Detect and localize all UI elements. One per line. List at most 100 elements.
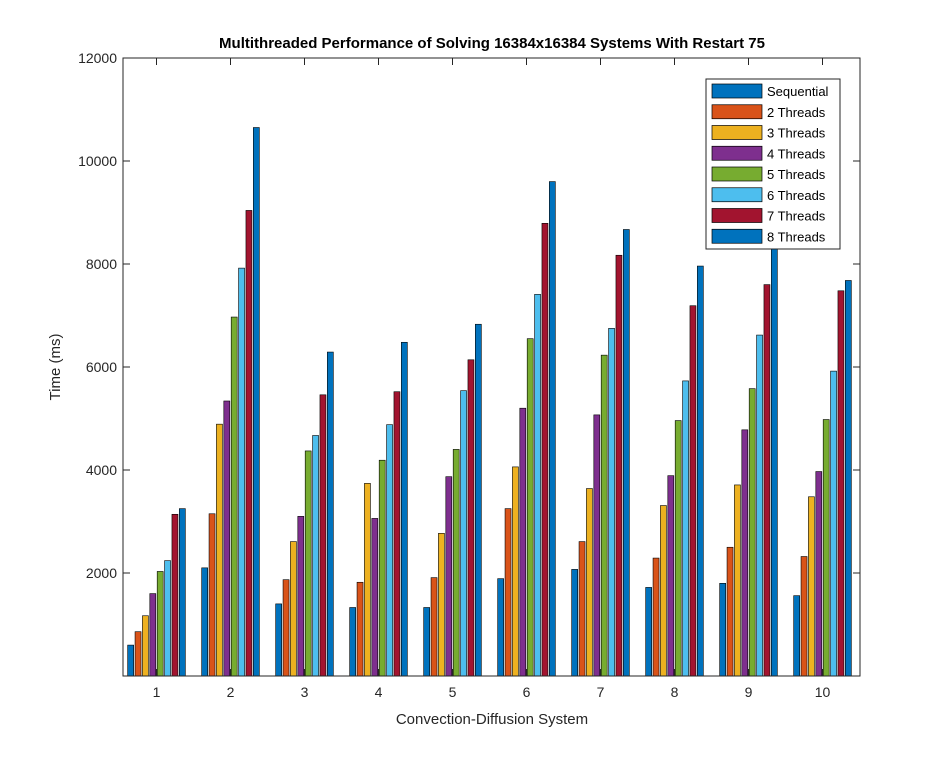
bar (667, 475, 675, 677)
bar (297, 516, 305, 677)
x-tick-label: 3 (301, 684, 309, 700)
legend-swatch (711, 125, 763, 140)
bar (756, 334, 763, 677)
bar (674, 420, 682, 677)
bar (356, 581, 364, 677)
bar (800, 556, 808, 677)
bar (571, 569, 578, 677)
bar (719, 582, 726, 677)
bar (208, 513, 216, 677)
bar (452, 449, 460, 677)
y-axis-label: Time (ms) (47, 334, 64, 401)
x-tick-label: 2 (227, 684, 235, 700)
bar (142, 615, 149, 677)
bar (378, 459, 386, 677)
bar (475, 323, 482, 677)
legend-swatch (711, 166, 763, 182)
bar (216, 423, 223, 677)
x-tick-label: 8 (671, 684, 679, 700)
x-tick-label: 6 (523, 684, 531, 700)
legend-swatch (711, 187, 763, 203)
bar (290, 541, 297, 677)
bar (423, 607, 430, 677)
bar (837, 290, 845, 677)
legend-swatch (711, 208, 763, 223)
bar (578, 541, 586, 677)
bar (319, 394, 327, 677)
legend-swatch (711, 104, 763, 120)
bar (467, 359, 475, 677)
x-tick-label: 4 (375, 684, 383, 700)
y-tick-label: 6000 (86, 359, 117, 375)
legend: Sequential 2 Threads 3 Threads 4 Threads 5 T… (705, 78, 841, 250)
bar (541, 223, 549, 677)
bar (734, 484, 741, 677)
bar (512, 466, 519, 677)
bar (763, 284, 771, 677)
bar (445, 476, 453, 677)
legend-label: 8 Threads (767, 229, 826, 244)
bar (201, 567, 208, 677)
bar (275, 603, 282, 677)
y-tick-label: 2000 (86, 565, 117, 581)
legend-swatch (711, 83, 763, 99)
legend-label: 5 Threads (767, 167, 826, 182)
legend-label: 4 Threads (767, 146, 826, 161)
bar (497, 578, 504, 677)
bar (312, 435, 319, 677)
chart-title: Multithreaded Performance of Solving 163… (219, 35, 765, 52)
bar (364, 483, 371, 677)
y-tick-label: 12000 (78, 50, 117, 66)
bar (726, 546, 734, 677)
legend-label: Sequential (767, 84, 829, 99)
bar (615, 254, 623, 677)
bar (815, 471, 823, 677)
legend-label: 6 Threads (767, 188, 826, 203)
bar (134, 631, 142, 677)
bar (830, 370, 837, 677)
bar (504, 508, 512, 677)
x-tick-label: 5 (449, 684, 457, 700)
bar (179, 508, 186, 677)
bar (549, 181, 556, 677)
bar (401, 341, 408, 677)
x-axis-label: Convection-Diffusion System (396, 711, 588, 728)
bar (238, 267, 245, 677)
bar (748, 388, 756, 677)
bar (371, 518, 379, 677)
y-tick-label: 8000 (86, 256, 117, 272)
bar (623, 229, 630, 677)
x-tick-label: 1 (153, 684, 161, 700)
bar (808, 496, 815, 677)
bar (460, 390, 467, 677)
bar (393, 391, 401, 677)
bar (682, 380, 689, 677)
bar (660, 505, 667, 677)
y-tick-label: 10000 (78, 153, 117, 169)
bar (526, 338, 534, 677)
bar (304, 450, 312, 677)
bar (689, 305, 697, 677)
legend-label: 7 Threads (767, 209, 826, 224)
x-tick-label: 9 (745, 684, 753, 700)
bar (845, 280, 852, 677)
y-tick-label: 4000 (86, 462, 117, 478)
bar (127, 644, 134, 677)
bar (593, 414, 601, 677)
bar (793, 595, 800, 677)
bar (519, 407, 527, 677)
bars-layer (127, 127, 852, 677)
bar (156, 571, 164, 677)
legend-swatch (711, 228, 763, 244)
bar (534, 294, 541, 677)
bar (327, 351, 334, 677)
legend-label: 3 Threads (767, 126, 826, 141)
bar (438, 533, 445, 677)
bar (149, 593, 157, 677)
x-tick-label: 10 (815, 684, 831, 700)
bar (608, 328, 615, 677)
bar (245, 210, 253, 677)
bar (282, 579, 290, 677)
bar (741, 429, 749, 677)
